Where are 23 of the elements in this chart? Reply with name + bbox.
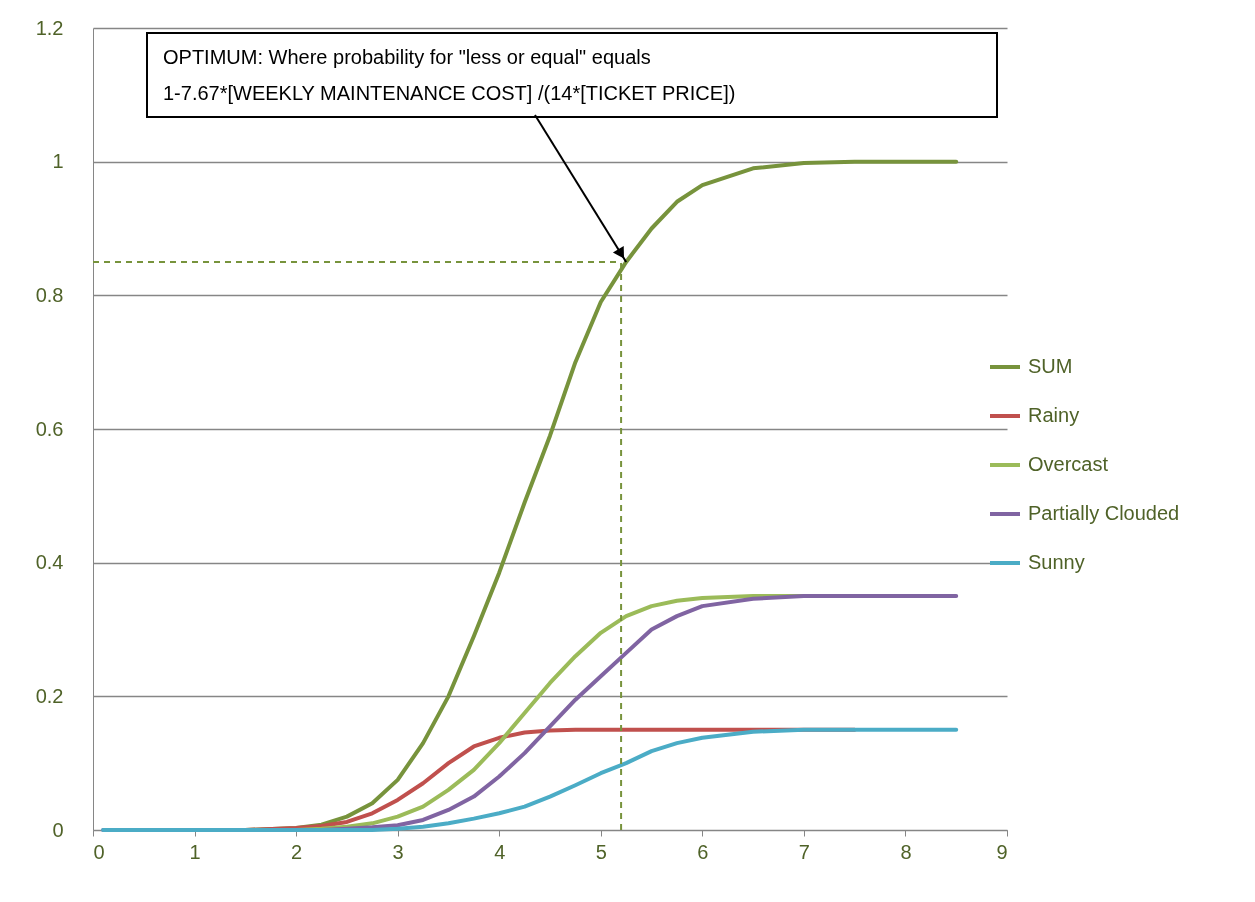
y-tick-label: 0.4 <box>35 551 64 574</box>
x-tick-label: 1 <box>189 840 201 863</box>
y-tick-label: 1 <box>52 150 64 173</box>
legend-label: Rainy <box>1028 404 1080 426</box>
legend-label: Sunny <box>1028 551 1085 573</box>
x-tick-label: 3 <box>392 840 404 863</box>
x-tick-label: 9 <box>996 840 1008 863</box>
y-tick-label: 1.2 <box>35 16 64 39</box>
x-tick-label: 2 <box>291 840 303 863</box>
x-tick-label: 0 <box>93 840 105 863</box>
x-tick-label: 5 <box>595 840 607 863</box>
y-tick-label: 0.2 <box>35 684 64 707</box>
y-tick-label: 0.6 <box>35 417 64 440</box>
y-tick-label: 0.8 <box>35 283 64 306</box>
y-tick-label: 0 <box>52 818 64 841</box>
legend-label: Partially Clouded <box>1028 502 1180 524</box>
legend-label: SUM <box>1028 355 1073 377</box>
x-tick-label: 4 <box>494 840 506 863</box>
annotation: OPTIMUM: Where probability for "less or equal" equals 1-7.67*[WEEKLY MAINTENANCE COST] /(14*[TICKET PRICE]) <box>163 46 736 104</box>
x-tick-label: 6 <box>697 840 709 863</box>
x-tick-label: 8 <box>900 840 912 863</box>
legend-label: Overcast <box>1028 453 1109 475</box>
x-tick-label: 7 <box>798 840 810 863</box>
